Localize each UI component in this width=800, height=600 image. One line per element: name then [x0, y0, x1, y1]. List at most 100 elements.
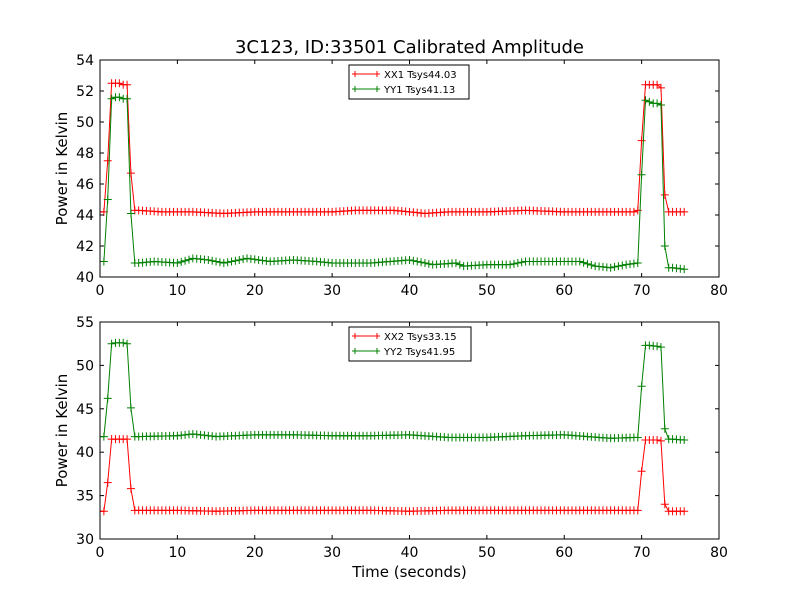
legend-box: [348, 64, 470, 100]
x-tick-label: 70: [633, 283, 651, 299]
y-tick-label: 50: [76, 115, 94, 131]
y-tick-label: 30: [76, 532, 94, 548]
data-point: [417, 258, 426, 267]
data-point: [177, 257, 186, 266]
data-point: [103, 478, 112, 487]
data-point: [517, 258, 526, 267]
data-point: [637, 467, 646, 476]
data-point: [204, 255, 213, 264]
data-point: [637, 170, 646, 179]
data-point: [107, 94, 116, 103]
data-point: [123, 80, 132, 89]
y-tick-label: 54: [76, 53, 94, 69]
data-point: [123, 435, 132, 444]
data-point: [126, 209, 135, 218]
series-2: [100, 338, 689, 445]
legend-marker: [352, 86, 358, 92]
legend-label: XX2 Tsys33.15: [384, 332, 457, 343]
data-point: [215, 258, 224, 267]
data-point: [579, 258, 588, 267]
y-axis-label: Power in Kelvin: [53, 374, 71, 488]
data-point: [126, 169, 135, 178]
data-point: [680, 207, 689, 216]
data-point: [660, 500, 669, 509]
series-line: [100, 96, 685, 270]
data-point: [243, 254, 252, 263]
data-point: [103, 195, 112, 204]
legend-marker: [352, 333, 358, 339]
data-point: [509, 259, 518, 268]
data-point: [100, 432, 108, 441]
data-point: [424, 259, 433, 268]
y-tick-label: 40: [76, 270, 94, 286]
data-point: [610, 262, 619, 271]
y-tick-label: 52: [76, 84, 94, 100]
data-point: [123, 94, 132, 103]
data-point: [413, 257, 422, 266]
chart-title: 3C123, ID:33501 Calibrated Amplitude: [235, 37, 584, 58]
y-tick-label: 35: [76, 489, 94, 505]
series-line: [100, 438, 685, 512]
legend-marker: [374, 348, 380, 354]
data-point: [115, 93, 124, 102]
data-point: [622, 260, 631, 269]
data-point: [629, 207, 638, 216]
bottom-panel: 0 10 20 30 40 50 60 70 80 30 35 40 45 50 55 Power in Ke…: [53, 315, 728, 581]
series-line: [100, 82, 685, 214]
y-tick-label: 44: [76, 208, 94, 224]
x-tick-label: 30: [323, 283, 341, 299]
data-point: [575, 257, 584, 266]
data-point: [653, 342, 662, 351]
y-tick-label: 42: [76, 239, 94, 255]
data-point: [656, 343, 665, 352]
data-point: [633, 506, 642, 515]
x-tick-label: 20: [246, 545, 264, 561]
x-tick-label: 80: [710, 283, 728, 299]
data-point: [100, 507, 108, 516]
y-axis-label: Power in Kelvin: [53, 112, 71, 226]
data-point: [626, 260, 635, 269]
data-point: [633, 433, 642, 442]
y-tick-label: 40: [76, 445, 94, 461]
x-tick-label: 40: [401, 545, 419, 561]
legend: XX1 Tsys44.03 YY1 Tsys41.13: [348, 64, 470, 100]
data-point: [660, 242, 669, 250]
data-point: [629, 259, 638, 268]
data-point: [660, 424, 669, 433]
data-point: [641, 96, 650, 105]
x-tick-label: 80: [710, 545, 728, 561]
data-point: [614, 262, 623, 271]
data-point: [633, 259, 642, 268]
data-point: [123, 339, 132, 348]
data-point: [115, 79, 124, 88]
data-point: [208, 256, 217, 265]
legend-marker: [374, 86, 380, 92]
y-tick-label: 46: [76, 177, 94, 193]
series-1: [100, 435, 689, 516]
x-tick-label: 40: [401, 283, 419, 299]
data-point: [126, 484, 135, 493]
legend-marker: [374, 71, 380, 77]
data-point: [219, 259, 228, 268]
data-point: [103, 156, 112, 165]
x-tick-label: 70: [633, 545, 651, 561]
data-point: [680, 436, 689, 445]
data-point: [653, 99, 662, 108]
x-tick-label: 0: [96, 545, 105, 561]
data-point: [513, 259, 522, 268]
data-point: [239, 255, 248, 264]
data-point: [409, 256, 418, 265]
x-tick-label: 50: [478, 545, 496, 561]
x-tick-label: 10: [168, 283, 186, 299]
data-point: [126, 403, 135, 412]
data-point: [680, 265, 689, 274]
data-point: [212, 257, 221, 266]
data-point: [656, 100, 665, 109]
data-point: [258, 256, 267, 265]
data-point: [451, 259, 460, 268]
data-point: [184, 255, 193, 264]
legend-marker: [374, 333, 380, 339]
data-point: [637, 136, 646, 145]
data-point: [103, 394, 112, 403]
